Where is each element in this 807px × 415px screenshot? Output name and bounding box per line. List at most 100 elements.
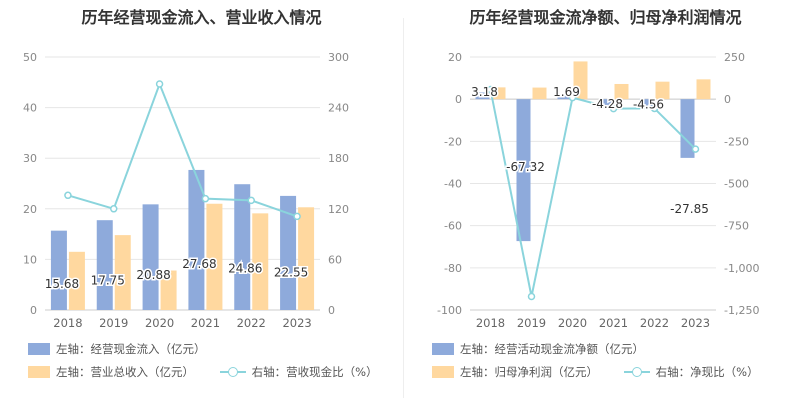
line-point: [155, 80, 164, 88]
line-point: [691, 145, 700, 153]
data-label: 22.55: [274, 265, 308, 279]
legend-item-net-cash[interactable]: 左轴：经营活动现金流净额（亿元）: [432, 341, 644, 357]
bar-primary: [680, 99, 695, 158]
legend-label: 左轴：归母净利润（亿元）: [460, 365, 598, 379]
chart-title: 历年经营现金流净额、归母净利润情况: [469, 8, 742, 27]
bar-primary: [50, 230, 67, 310]
bar-primary: [598, 99, 613, 109]
bar-secondary: [655, 81, 670, 100]
y-tick-left: -60: [444, 220, 462, 233]
y-tick-right: 250: [724, 51, 745, 64]
series-line: [67, 81, 298, 218]
y-tick-right: -500: [724, 178, 749, 191]
legend-swatch: [432, 343, 454, 355]
line-point: [486, 85, 495, 94]
y-tick-left: 0: [455, 93, 462, 106]
x-tick-label: 2018: [476, 316, 505, 330]
series-line: [489, 89, 697, 297]
y-tick-right: -1,250: [724, 304, 759, 317]
y-tick-left: 50: [23, 51, 37, 64]
bar-primary: [639, 99, 654, 109]
chart-panel-net-cash: 历年经营现金流净额、归母净利润情况 -100 -80 -60 -40 -20 0 20 -1,…: [404, 0, 807, 415]
bar-secondary: [532, 87, 547, 100]
data-label: 20.88: [136, 268, 170, 282]
bar-secondary: [298, 207, 315, 310]
chart-title: 历年经营现金流入、营业收入情况: [81, 8, 322, 27]
legend-line-swatch: [623, 366, 650, 378]
legend-label: 左轴：营业总收入（亿元）: [56, 365, 194, 379]
legend-item-ratio[interactable]: 右轴：营收现金比（%）: [219, 364, 378, 380]
data-label: 17.75: [91, 273, 125, 287]
legend-label: 右轴：净现比（%）: [655, 365, 759, 379]
y-tick-left: -80: [444, 262, 462, 275]
legend-row-2: 左轴：营业总收入（亿元） 右轴：营收现金比（%）: [28, 364, 400, 381]
y-tick-right: 300: [328, 51, 349, 64]
legend-item-net-profit[interactable]: 左轴：归母净利润（亿元）: [432, 364, 598, 380]
legend-label: 右轴：营收现金比（%）: [251, 365, 378, 379]
legend-item-inflow[interactable]: 左轴：经营现金流入（亿元）: [28, 341, 206, 357]
legend-line-swatch: [219, 366, 246, 378]
panel-divider: [403, 18, 404, 398]
x-tick-label: 2022: [237, 316, 266, 330]
x-tick-label: 2019: [99, 316, 128, 330]
y-tick-right: 0: [328, 304, 335, 317]
y-tick-right: -1,000: [724, 262, 759, 275]
x-tick-label: 2021: [191, 316, 220, 330]
x-tick-label: 2022: [640, 316, 669, 330]
y-tick-right: 60: [328, 253, 342, 266]
legend-swatch: [28, 343, 50, 355]
legend-row-1: 左轴：经营现金流入（亿元）: [28, 341, 228, 358]
bar-secondary: [252, 213, 269, 310]
legend-label: 左轴：经营活动现金流净额（亿元）: [460, 342, 644, 356]
chart-svg: -100 -80 -60 -40 -20 0 20 -1,250 -1,000 -750 -500 -…: [437, 51, 759, 330]
data-label: 1.69: [553, 85, 580, 99]
data-label: -67.32: [506, 160, 545, 174]
bar-secondary: [68, 251, 85, 310]
line-point: [247, 196, 255, 205]
y-tick-left: 20: [448, 51, 462, 64]
bar-primary: [142, 204, 159, 310]
x-tick-label: 2020: [558, 316, 587, 330]
x-tick-label: 2020: [145, 316, 174, 330]
data-label: -27.85: [670, 202, 709, 216]
y-tick-right: 180: [328, 152, 349, 165]
data-label: 24.86: [228, 261, 262, 275]
bar-secondary: [206, 203, 223, 310]
legend-swatch: [432, 366, 454, 378]
y-tick-right: 0: [724, 93, 731, 106]
x-tick-label: 2023: [282, 316, 311, 330]
bar-primary: [280, 195, 297, 310]
bar-primary: [516, 99, 531, 242]
data-label: -4.28: [592, 97, 623, 111]
line-point: [568, 93, 577, 102]
bar-secondary: [573, 61, 588, 100]
bar-secondary: [114, 235, 131, 310]
line-point: [293, 212, 301, 221]
bar-primary: [188, 169, 205, 310]
data-label: 27.68: [182, 257, 216, 271]
y-tick-right: 120: [328, 203, 349, 216]
y-tick-left: 30: [23, 152, 37, 165]
bar-primary: [96, 220, 113, 310]
chart-panel-cash-inflow: 历年经营现金流入、营业收入情况 0 10 20 30 40 50 0 60 120 180 240 3…: [0, 0, 403, 415]
bar-secondary: [491, 87, 506, 100]
legend-item-revenue[interactable]: 左轴：营业总收入（亿元）: [28, 364, 194, 380]
y-tick-left: 40: [23, 102, 37, 115]
legend-label: 左轴：经营现金流入（亿元）: [56, 342, 206, 356]
y-tick-right: -250: [724, 135, 749, 148]
line-point: [650, 104, 659, 113]
bar-primary: [234, 184, 251, 310]
line-point: [527, 292, 536, 301]
chart-svg: 0 10 20 30 40 50 0 60 120 180 240 300 2018 2019 2020 20…: [23, 51, 349, 330]
bar-primary: [475, 92, 490, 100]
x-tick-label: 2021: [599, 316, 628, 330]
y-tick-left: 0: [30, 304, 37, 317]
x-tick-label: 2019: [517, 316, 546, 330]
y-tick-left: -100: [437, 304, 462, 317]
y-tick-left: 20: [23, 203, 37, 216]
legend-item-ratio[interactable]: 右轴：净现比（%）: [623, 364, 759, 380]
line-point: [609, 104, 618, 113]
bar-primary: [557, 95, 572, 100]
line-point: [110, 205, 118, 213]
data-label: -4.56: [633, 97, 664, 111]
